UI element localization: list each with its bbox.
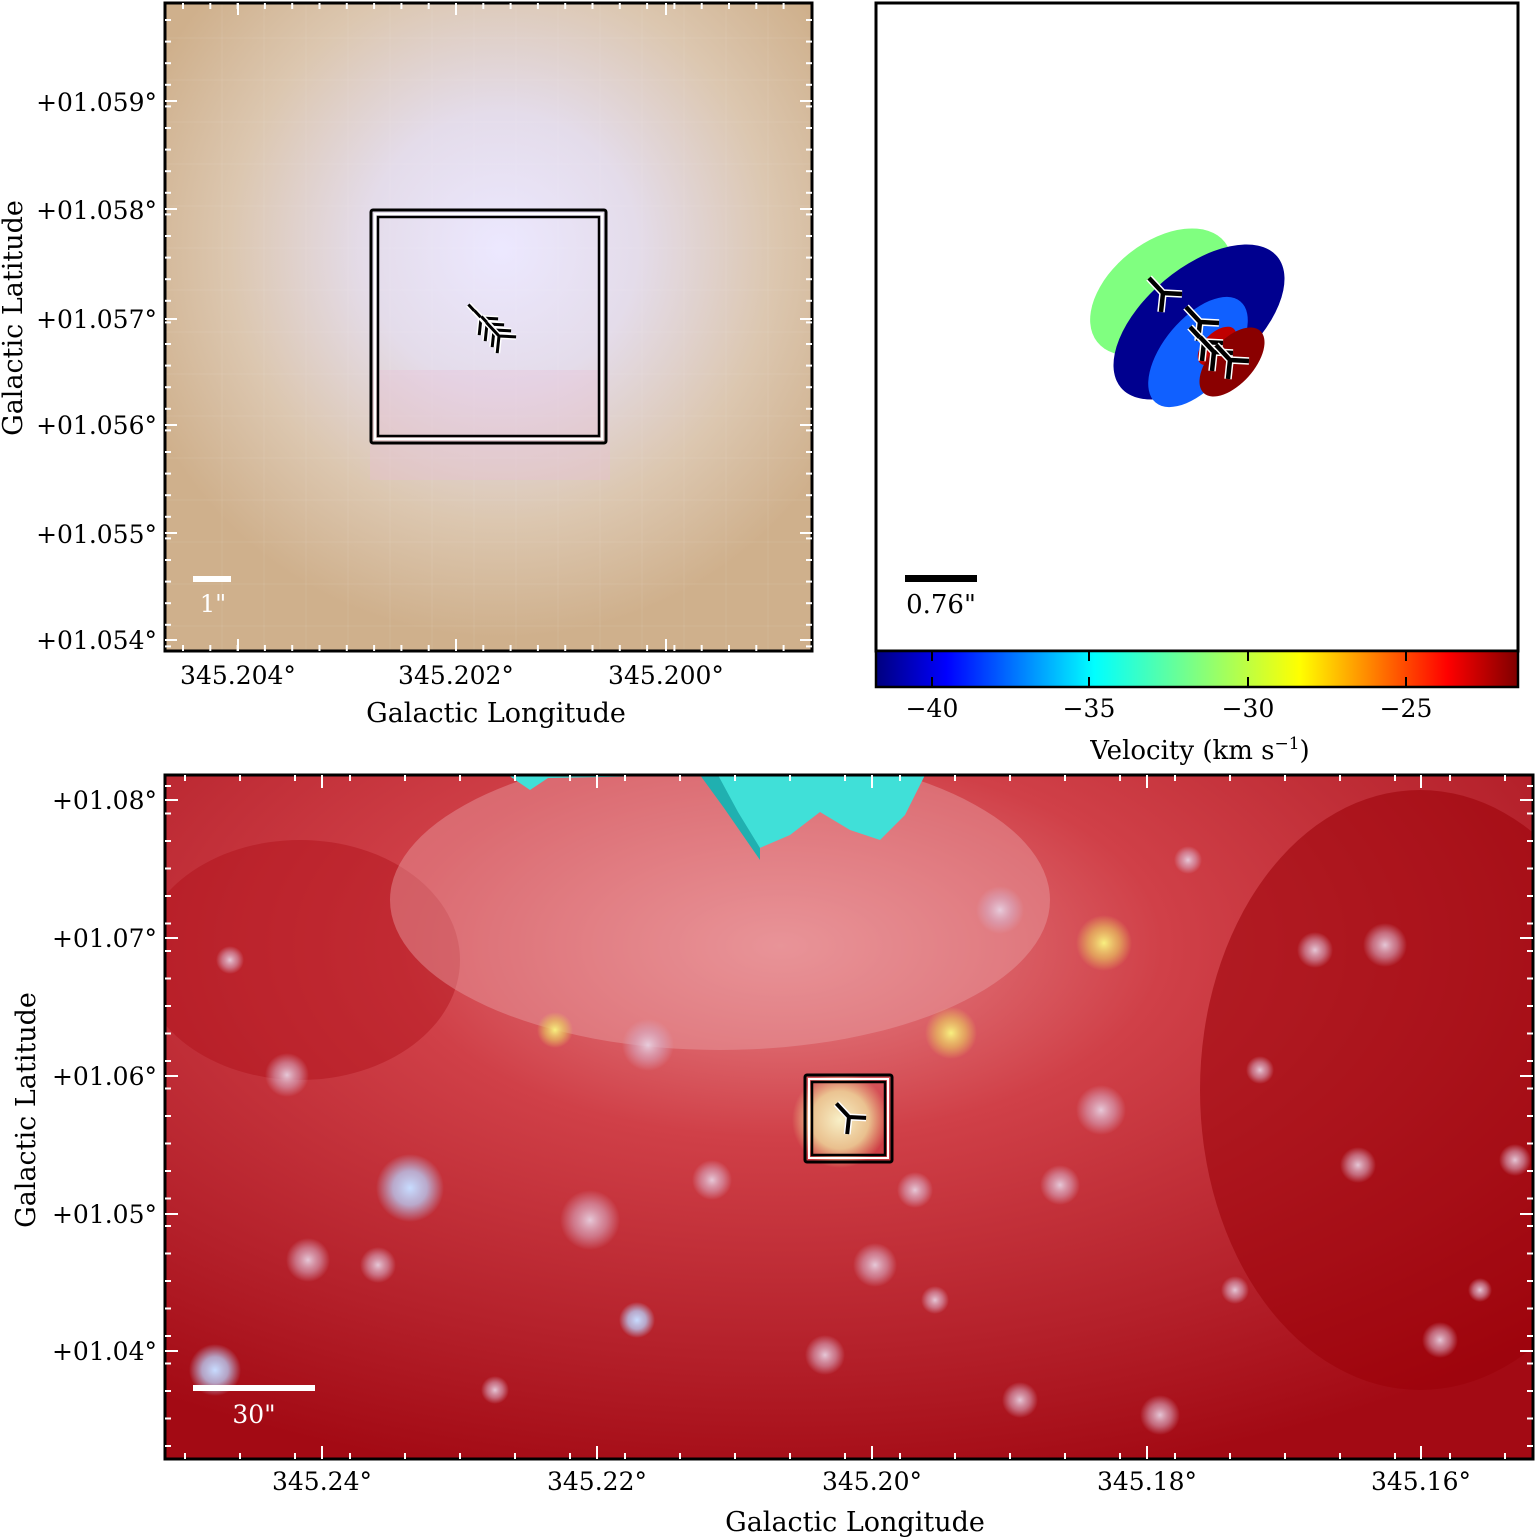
maser-marker (834, 1102, 867, 1135)
star (286, 1238, 330, 1282)
zoom-ylabel: Galactic Latitude (0, 200, 29, 436)
wide-xtick-label: 345.18° (1097, 1467, 1197, 1496)
star (1422, 1322, 1458, 1358)
star (376, 1154, 444, 1222)
wide-ytick-label: +01.07° (52, 924, 157, 953)
wide-xtick-label: 345.16° (1371, 1467, 1471, 1496)
star (897, 1172, 933, 1208)
maser-scalebar-label: 0.76" (906, 590, 976, 620)
wide-ytick-label: +01.08° (52, 786, 157, 815)
colorbar-ticks (931, 651, 1407, 687)
zoom-xlabel: Galactic Longitude (366, 698, 626, 729)
maser-marker (1214, 343, 1250, 380)
zoom-xtick-label: 345.202° (398, 661, 514, 690)
star (189, 1344, 241, 1396)
colorbar-tick-label: −30 (1222, 694, 1275, 723)
star (692, 1160, 732, 1200)
wide-scalebar-label: 30" (232, 1400, 275, 1429)
star (1221, 1276, 1249, 1304)
wide-x-ticks (184, 775, 1506, 1459)
wide-ytick-label: +01.05° (52, 1200, 157, 1229)
star (925, 1007, 977, 1059)
zoom-ytick-label: +01.054° (36, 626, 157, 655)
wide-field-stars (189, 846, 1531, 1435)
star (1297, 932, 1333, 968)
star (1002, 1382, 1038, 1418)
colorbar (874, 649, 1520, 689)
wide-xlabel: Galactic Longitude (725, 1507, 985, 1538)
star (1040, 1165, 1080, 1205)
colorbar-tick-label: −25 (1380, 694, 1433, 723)
wide-maser-markers (833, 1101, 867, 1135)
zoom-xtick-label: 345.200° (608, 661, 724, 690)
colorbar-tick-label: −40 (906, 694, 959, 723)
star (1076, 1085, 1126, 1135)
wide-panel: 345.24° 345.22° 345.20° 345.18° 345.16° … (11, 773, 1535, 1538)
wide-ytick-label: +01.04° (52, 1337, 157, 1366)
star (481, 1376, 509, 1404)
star (265, 1053, 309, 1097)
star (1363, 923, 1407, 967)
star (853, 1243, 897, 1287)
star (976, 886, 1024, 934)
wide-region-box (803, 1073, 894, 1164)
star (792, 1072, 888, 1168)
star (921, 1286, 949, 1314)
wide-y-ticks (165, 785, 1533, 1447)
star (537, 1012, 573, 1048)
zoom-ytick-label: +01.056° (36, 411, 157, 440)
cyan-emission (508, 775, 925, 860)
star (1140, 1395, 1180, 1435)
wide-ytick-label: +01.06° (52, 1062, 157, 1091)
star (805, 1335, 845, 1375)
zoom-maser-markers (466, 302, 517, 354)
wide-xtick-label: 345.20° (822, 1467, 922, 1496)
zoom-ytick-label: +01.058° (36, 196, 157, 225)
wide-scalebar: 30" (193, 1385, 315, 1429)
zoom-panel: 345.204° 345.202° 345.200° +01.059° +01.… (0, 1, 814, 729)
wide-xtick-label: 345.24° (272, 1467, 372, 1496)
zoom-scalebar: 1" (193, 576, 231, 618)
star (1246, 1056, 1274, 1084)
zoom-ytick-label: +01.055° (36, 520, 157, 549)
zoom-ytick-label: +01.059° (36, 88, 157, 117)
star (622, 1019, 674, 1071)
star (216, 946, 244, 974)
star (619, 1302, 655, 1338)
zoom-ytick-label: +01.057° (36, 305, 157, 334)
zoom-x-ticks (182, 3, 785, 651)
maser-marker (1147, 276, 1183, 313)
colorbar-tick-label: −35 (1063, 694, 1116, 723)
maser-panel: 0.76" −40 −35 −30 −25 Velocity (km s−1) (874, 1, 1520, 766)
zoom-region-box (369, 208, 608, 445)
star (360, 1247, 396, 1283)
zoom-y-ticks (165, 19, 812, 648)
star (560, 1190, 620, 1250)
zoom-frame (163, 1, 814, 653)
wide-ylabel: Galactic Latitude (11, 992, 42, 1228)
star (1076, 915, 1132, 971)
star (1174, 846, 1202, 874)
maser-spot-blue (1148, 296, 1248, 408)
zoom-xtick-label: 345.204° (180, 661, 296, 690)
zoom-scalebar-label: 1" (200, 590, 226, 618)
star (1340, 1147, 1376, 1183)
maser-markers (1146, 275, 1250, 380)
star (1499, 1144, 1531, 1176)
wide-xtick-label: 345.22° (547, 1467, 647, 1496)
maser-marker (485, 321, 517, 354)
maser-scalebar: 0.76" (905, 575, 977, 620)
star (1468, 1278, 1492, 1302)
colorbar-label: Velocity (km s−1) (1089, 734, 1309, 766)
